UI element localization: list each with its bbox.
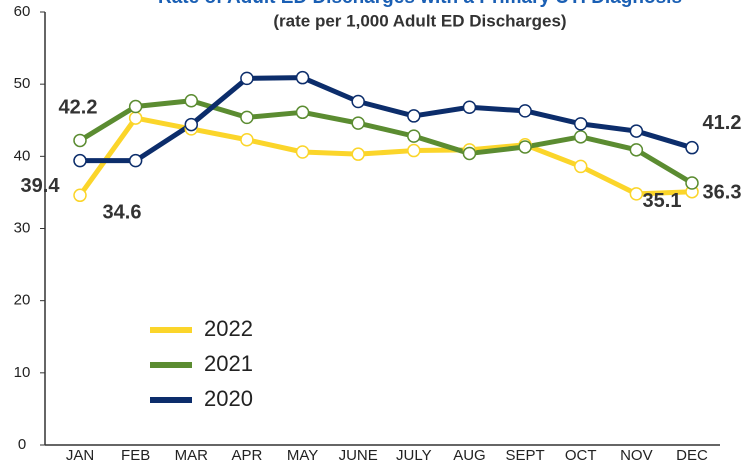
data-point	[462, 100, 477, 115]
x-tick-label: JULY	[396, 447, 432, 464]
data-point	[573, 130, 588, 144]
chart-subtitle: (rate per 1,000 Adult ED Discharges)	[273, 11, 566, 30]
data-point	[184, 117, 199, 132]
x-tick-label: MAY	[287, 447, 318, 464]
x-tick-label: MAR	[175, 447, 209, 464]
data-point	[73, 188, 87, 203]
data-point	[295, 70, 310, 85]
x-tick-label: DEC	[676, 447, 708, 464]
data-point	[295, 145, 310, 159]
data-point	[407, 129, 421, 143]
data-point	[518, 104, 532, 118]
x-tick-label: NOV	[620, 447, 653, 464]
data-point	[518, 140, 532, 154]
data-point	[629, 187, 644, 201]
data-point	[573, 117, 588, 131]
data-point	[407, 143, 421, 158]
data-point	[351, 147, 365, 161]
data-point	[462, 146, 477, 161]
data-point	[128, 99, 143, 114]
data-label: 35.1	[643, 190, 682, 212]
data-point	[240, 132, 254, 147]
x-tick-label: APR	[231, 447, 262, 464]
data-point	[407, 109, 421, 123]
legend-label: 2020	[204, 386, 253, 411]
data-label: 42.2	[59, 97, 98, 119]
data-point	[73, 133, 87, 148]
y-tick-label: 10	[14, 364, 31, 381]
y-tick-label: 60	[14, 3, 31, 20]
series-line	[77, 115, 693, 197]
data-point	[351, 94, 365, 109]
data-point	[629, 143, 644, 157]
data-point	[295, 105, 310, 120]
data-point	[128, 111, 143, 125]
y-tick-label: 40	[14, 147, 31, 164]
data-point	[629, 124, 644, 138]
x-tick-label: JAN	[66, 447, 94, 464]
data-point	[685, 176, 699, 190]
data-point	[240, 110, 254, 125]
x-tick-label: FEB	[121, 447, 150, 464]
data-point	[573, 159, 588, 174]
legend-label: 2022	[204, 316, 253, 341]
y-tick-label: 50	[14, 75, 31, 92]
data-label: 34.6	[103, 202, 142, 224]
legend-label: 2021	[204, 351, 253, 376]
data-point	[240, 71, 254, 86]
x-tick-label: AUG	[453, 447, 486, 464]
y-tick-label: 20	[14, 292, 31, 309]
chart-title: Rate of Adult ED Discharges with a Prima…	[158, 0, 682, 8]
data-point	[685, 140, 699, 155]
data-label: 39.4	[21, 175, 61, 197]
x-tick-label: OCT	[565, 447, 597, 464]
data-point	[73, 153, 87, 168]
y-tick-label: 0	[18, 436, 26, 453]
data-label: 36.3	[703, 181, 742, 203]
series-line	[80, 75, 693, 164]
x-tick-label: JUNE	[339, 447, 378, 464]
data-point	[184, 94, 199, 108]
y-tick-label: 30	[14, 219, 31, 236]
series-line	[78, 98, 694, 186]
x-tick-label: SEPT	[505, 447, 544, 464]
data-point	[128, 153, 143, 168]
data-point	[351, 116, 365, 130]
data-label: 41.2	[703, 112, 742, 134]
